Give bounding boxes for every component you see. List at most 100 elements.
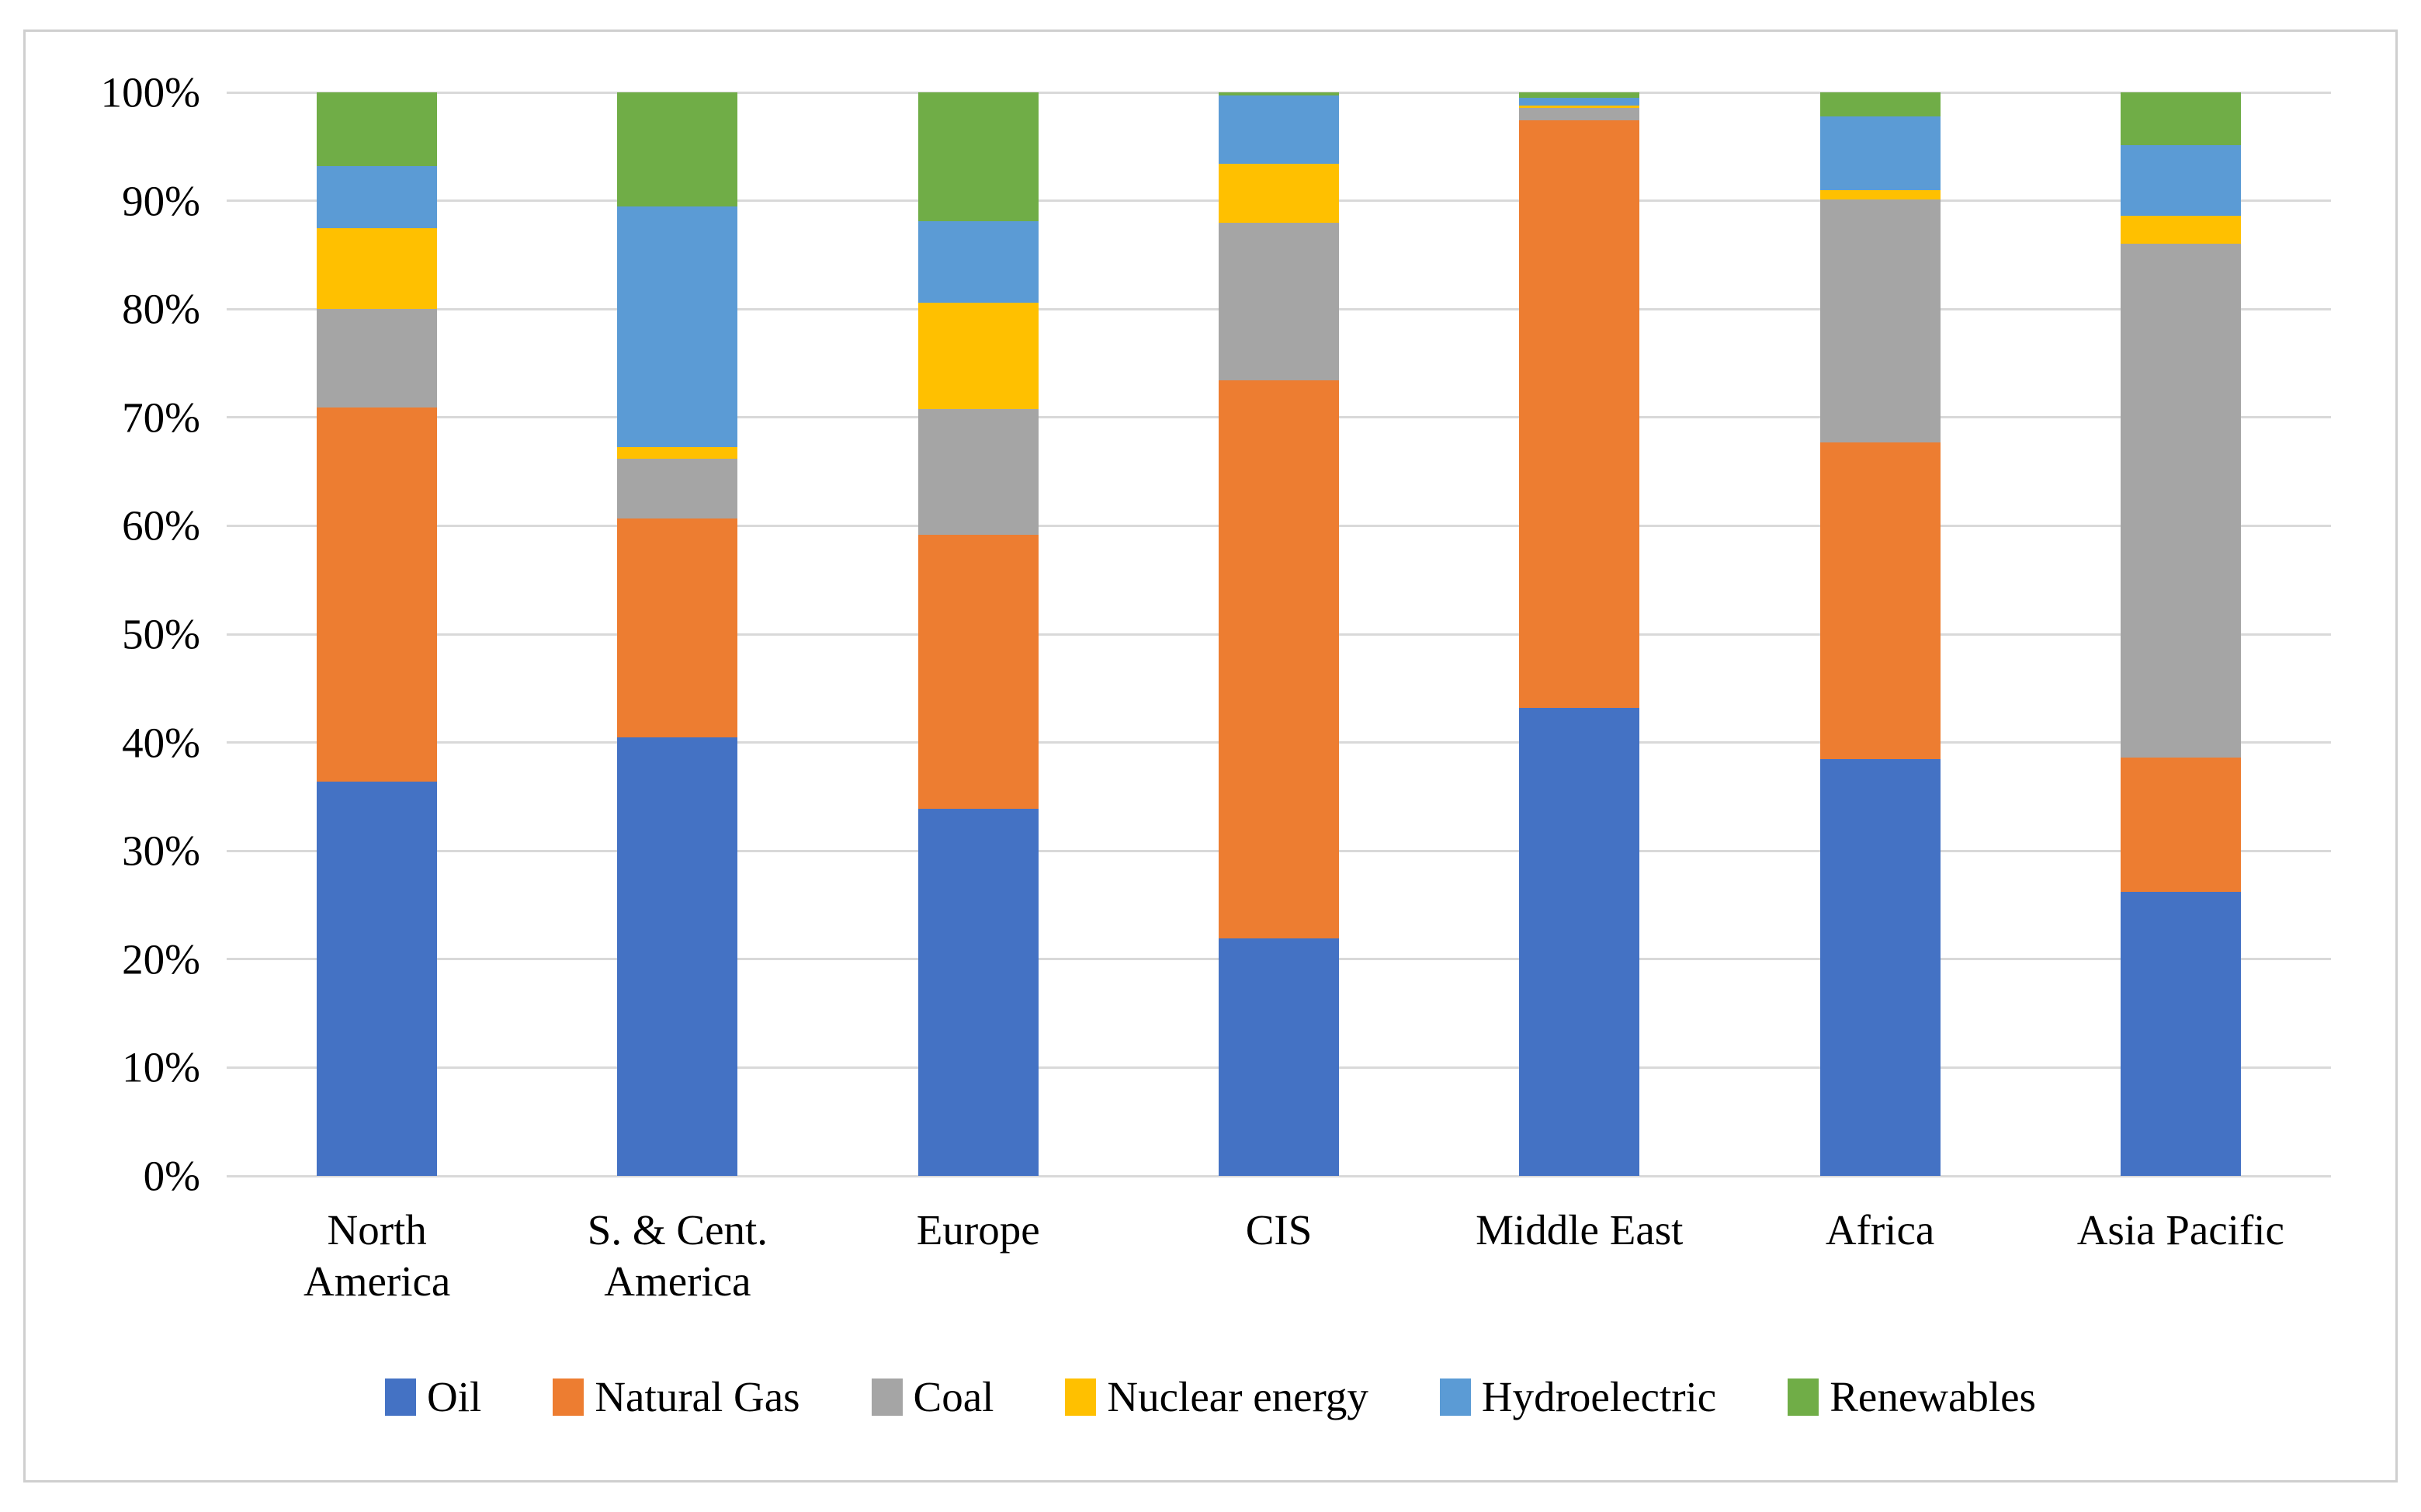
segment-Nuclear energy-Europe (917, 302, 1039, 409)
segment-Hydroelectric-North America (317, 165, 438, 228)
segment-Renewables-Asia Pacific (2120, 92, 2241, 146)
legend-label: Coal (913, 1373, 994, 1420)
segment-Renewables-S. & Cent. America (617, 92, 738, 206)
legend-item-Renewables: Renewables (1788, 1374, 2036, 1420)
segment-Hydroelectric-Africa (1819, 116, 1941, 190)
stacked-bar-North America (317, 92, 438, 1176)
segment-Renewables-Europe (917, 92, 1039, 222)
x-axis-label-line: Africa (1825, 1206, 1935, 1254)
bar-slot-North America (227, 92, 527, 1176)
x-axis-label-Middle East: Middle East (1429, 1205, 1729, 1307)
y-axis-tick-label: 60% (122, 501, 200, 550)
y-axis-tick-label: 70% (122, 394, 200, 442)
segment-Nuclear energy-Asia Pacific (2120, 216, 2241, 244)
x-axis-label-line: CIS (1245, 1206, 1313, 1254)
segment-Coal-Europe (917, 408, 1039, 535)
segment-Renewables-North America (317, 92, 438, 166)
gridline-0% (227, 1174, 2331, 1177)
segment-Natural Gas-S. & Cent. America (617, 518, 738, 737)
y-axis-tick-label: 10% (122, 1043, 200, 1091)
legend-marker-icon (553, 1378, 584, 1416)
stacked-bar-Asia Pacific (2120, 92, 2241, 1176)
legend-item-Oil: Oil (385, 1374, 481, 1420)
legend-label: Hydroelectric (1481, 1373, 1717, 1420)
x-axis-label-Europe: Europe (828, 1205, 1129, 1307)
bar-slot-Europe (828, 92, 1129, 1176)
legend-marker-icon (1065, 1378, 1097, 1416)
segment-Oil-Asia Pacific (2120, 892, 2241, 1176)
segment-Natural Gas-Middle East (1519, 120, 1640, 708)
segment-Oil-Europe (917, 808, 1039, 1176)
y-axis-tick-label: 100% (100, 68, 200, 116)
x-axis-label-S. & Cent. America: S. & Cent. America (527, 1205, 827, 1307)
x-axis-label-line: Asia Pacific (2076, 1206, 2284, 1254)
bar-slot-Middle East (1429, 92, 1729, 1176)
segment-Natural Gas-North America (317, 407, 438, 782)
segment-Natural Gas-Asia Pacific (2120, 758, 2241, 893)
x-axis-label-line: Middle East (1476, 1206, 1684, 1254)
segment-Renewables-Africa (1819, 92, 1941, 116)
stacked-bar-Europe (917, 92, 1039, 1176)
legend-item-Coal: Coal (871, 1373, 994, 1420)
segment-Nuclear energy-S. & Cent. America (617, 446, 738, 459)
segment-Oil-S. & Cent. America (617, 737, 738, 1176)
segment-Nuclear energy-Middle East (1519, 105, 1640, 108)
x-axis-label-line: Europe (916, 1206, 1040, 1254)
x-axis-label-line: America (604, 1257, 751, 1305)
stacked-bar-Africa (1819, 92, 1941, 1176)
legend-marker-icon (1788, 1378, 1819, 1416)
segment-Coal-Middle East (1519, 107, 1640, 121)
x-axis-label-CIS: CIS (1129, 1205, 1429, 1307)
bars-layer (227, 92, 2331, 1176)
segment-Natural Gas-Africa (1819, 442, 1941, 759)
x-axis-label-line: America (303, 1257, 451, 1305)
legend-label: Nuclear energy (1107, 1373, 1368, 1420)
segment-Renewables-Middle East (1519, 92, 1640, 99)
plot-area (227, 91, 2331, 1177)
stacked-bar-Middle East (1519, 92, 1640, 1176)
stacked-bar-S. & Cent. America (617, 92, 738, 1176)
legend-item-Nuclear energy: Nuclear energy (1065, 1374, 1368, 1420)
x-axis-label-line: North (327, 1206, 427, 1254)
y-axis-tick-label: 50% (122, 610, 200, 658)
segment-Coal-Asia Pacific (2120, 244, 2241, 758)
legend-marker-icon (1439, 1378, 1471, 1416)
legend-label: Natural Gas (595, 1373, 800, 1420)
segment-Hydroelectric-CIS (1218, 95, 1339, 165)
segment-Oil-North America (317, 781, 438, 1176)
y-axis-tick-label: 90% (122, 177, 200, 225)
x-axis-label-North America: North America (227, 1205, 527, 1307)
segment-Coal-Africa (1819, 199, 1941, 442)
segment-Nuclear energy-CIS (1218, 164, 1339, 223)
segment-Coal-North America (317, 309, 438, 408)
legend-marker-icon (385, 1378, 417, 1416)
segment-Hydroelectric-Europe (917, 221, 1039, 303)
bar-slot-Asia Pacific (2031, 92, 2331, 1176)
x-axis-labels: North America S. & Cent. America Europe CIS Mi… (227, 1205, 2331, 1307)
x-axis-label-Africa: Africa (1729, 1205, 2030, 1307)
segment-Natural Gas-Europe (917, 534, 1039, 809)
y-axis-tick-label: 80% (122, 285, 200, 333)
y-axis-labels: 0% 10% 20% 30% 40% 50% 60% 70% 80% 90% 100% (0, 71, 200, 1198)
segment-Nuclear energy-Africa (1819, 189, 1941, 200)
legend-label: Oil (427, 1373, 482, 1420)
segment-Hydroelectric-S. & Cent. America (617, 206, 738, 447)
segment-Natural Gas-CIS (1218, 380, 1339, 939)
segment-Nuclear energy-North America (317, 227, 438, 310)
segment-Coal-S. & Cent. America (617, 458, 738, 518)
segment-Hydroelectric-Middle East (1519, 98, 1640, 106)
segment-Coal-CIS (1218, 222, 1339, 381)
x-axis-label-line: S. & Cent. (587, 1206, 768, 1254)
x-axis-label-Asia Pacific: Asia Pacific (2031, 1205, 2331, 1307)
y-axis-tick-label: 30% (122, 827, 200, 875)
bar-slot-CIS (1129, 92, 1429, 1176)
legend-item-Natural Gas: Natural Gas (553, 1373, 800, 1420)
gridline-100% (227, 91, 2331, 94)
y-axis-tick-label: 0% (143, 1152, 200, 1200)
bar-slot-S. & Cent. America (527, 92, 827, 1176)
legend-label: Renewables (1830, 1373, 2036, 1420)
y-axis-tick-label: 40% (122, 719, 200, 767)
segment-Oil-CIS (1218, 938, 1339, 1176)
legend: Oil Natural Gas Coal Nuclear energy Hydroele… (0, 1374, 2421, 1420)
